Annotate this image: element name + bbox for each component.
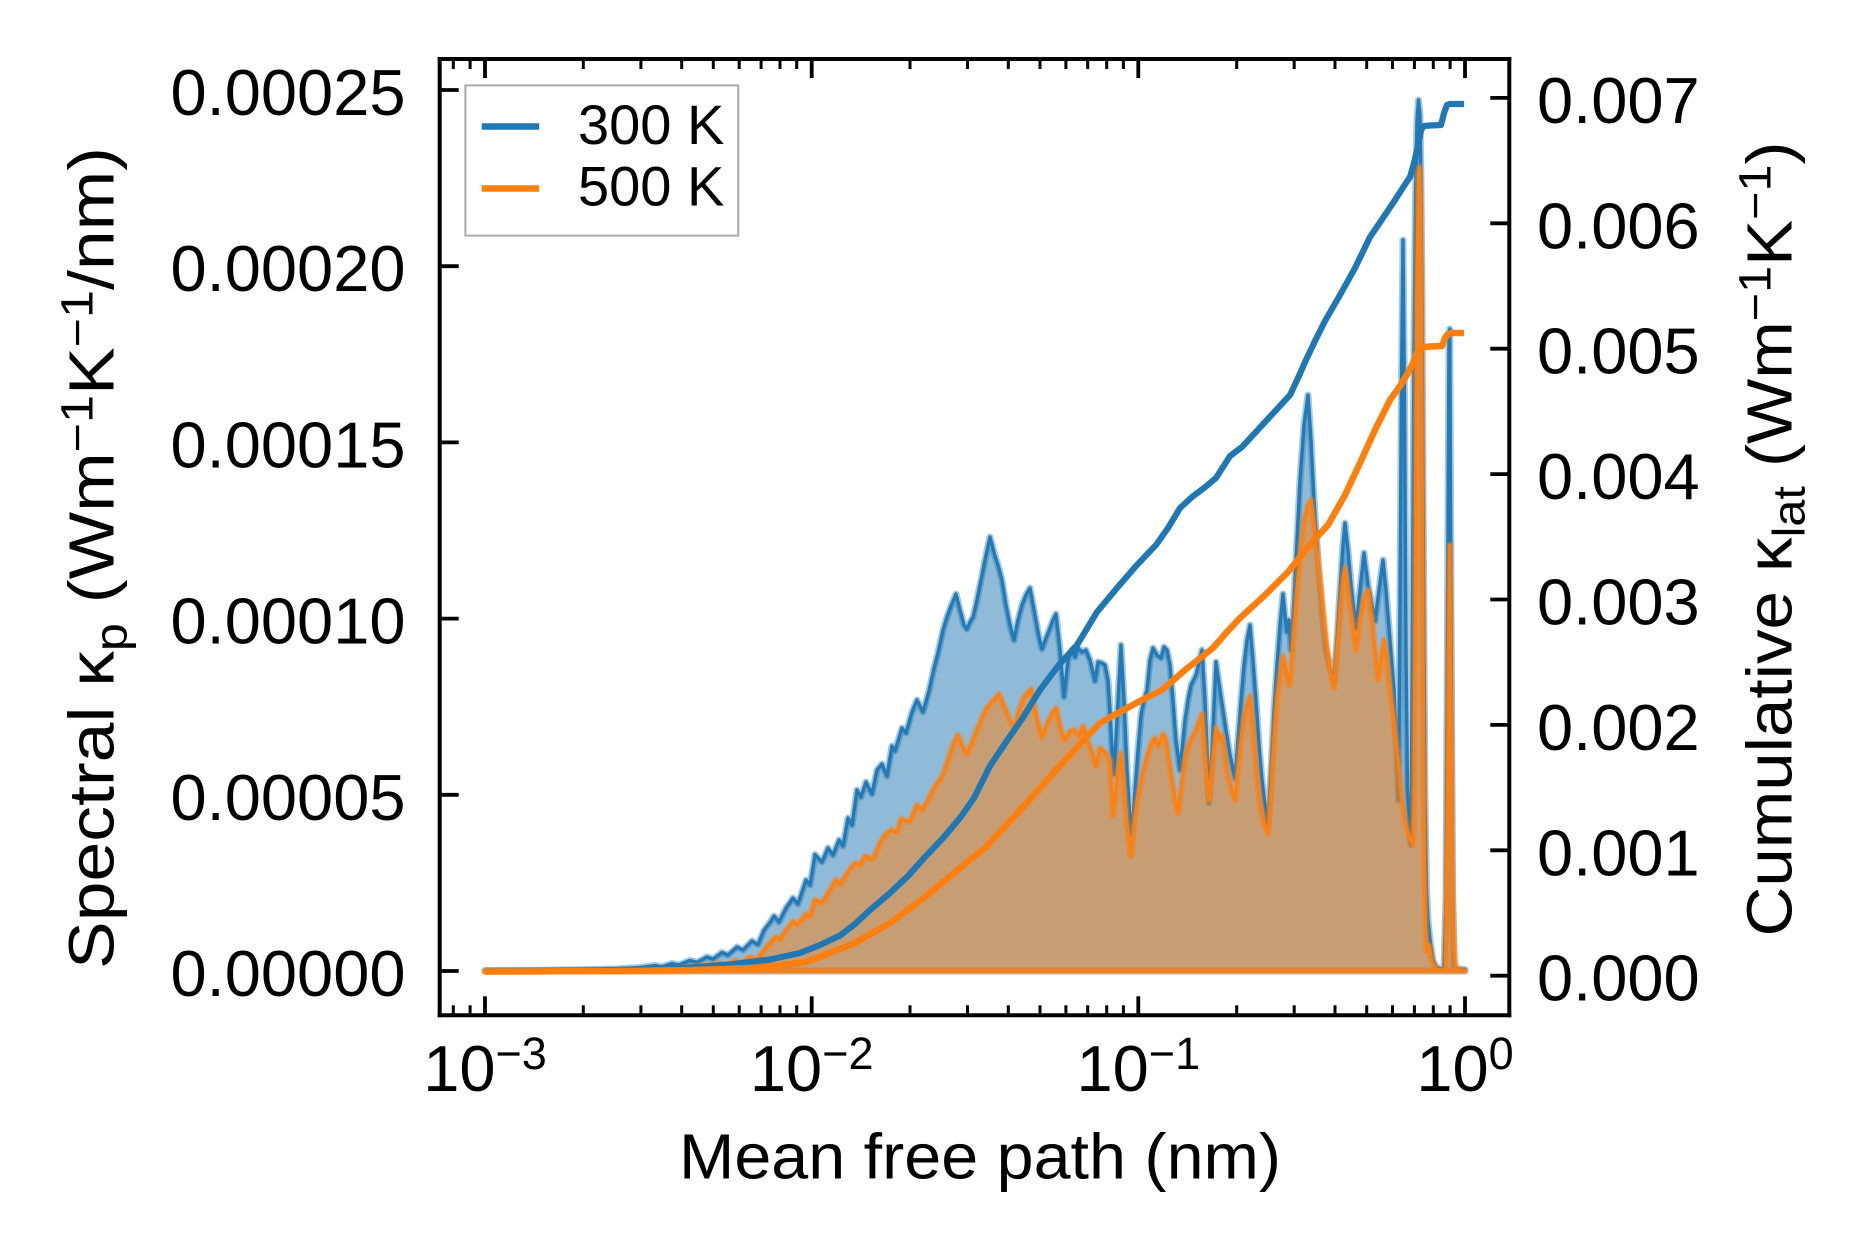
svg-text:0.003: 0.003 <box>1537 566 1700 639</box>
svg-text:Mean free path (nm): Mean free path (nm) <box>679 1121 1281 1193</box>
svg-text:300 K: 300 K <box>578 93 724 156</box>
svg-text:0.00000: 0.00000 <box>171 937 406 1010</box>
svg-text:0.006: 0.006 <box>1537 189 1700 262</box>
svg-text:Spectral κp (Wm−1K−1/nm): Spectral κp (Wm−1K−1/nm) <box>52 147 137 969</box>
svg-text:0.002: 0.002 <box>1537 691 1700 764</box>
svg-text:0.000: 0.000 <box>1537 942 1700 1015</box>
svg-text:0.00020: 0.00020 <box>171 232 406 305</box>
svg-text:0.005: 0.005 <box>1537 315 1700 388</box>
svg-text:100: 100 <box>1416 1028 1513 1105</box>
svg-text:0.004: 0.004 <box>1537 440 1700 513</box>
svg-text:0.00010: 0.00010 <box>171 585 406 658</box>
svg-text:0.001: 0.001 <box>1537 816 1700 889</box>
svg-text:500 K: 500 K <box>578 155 724 218</box>
svg-text:0.00015: 0.00015 <box>171 408 406 481</box>
svg-text:0.00025: 0.00025 <box>171 56 406 129</box>
svg-text:0.00005: 0.00005 <box>171 761 406 834</box>
svg-text:0.007: 0.007 <box>1537 64 1700 137</box>
svg-text:Cumulative κlat (Wm−1K−1): Cumulative κlat (Wm−1K−1) <box>1729 142 1814 937</box>
